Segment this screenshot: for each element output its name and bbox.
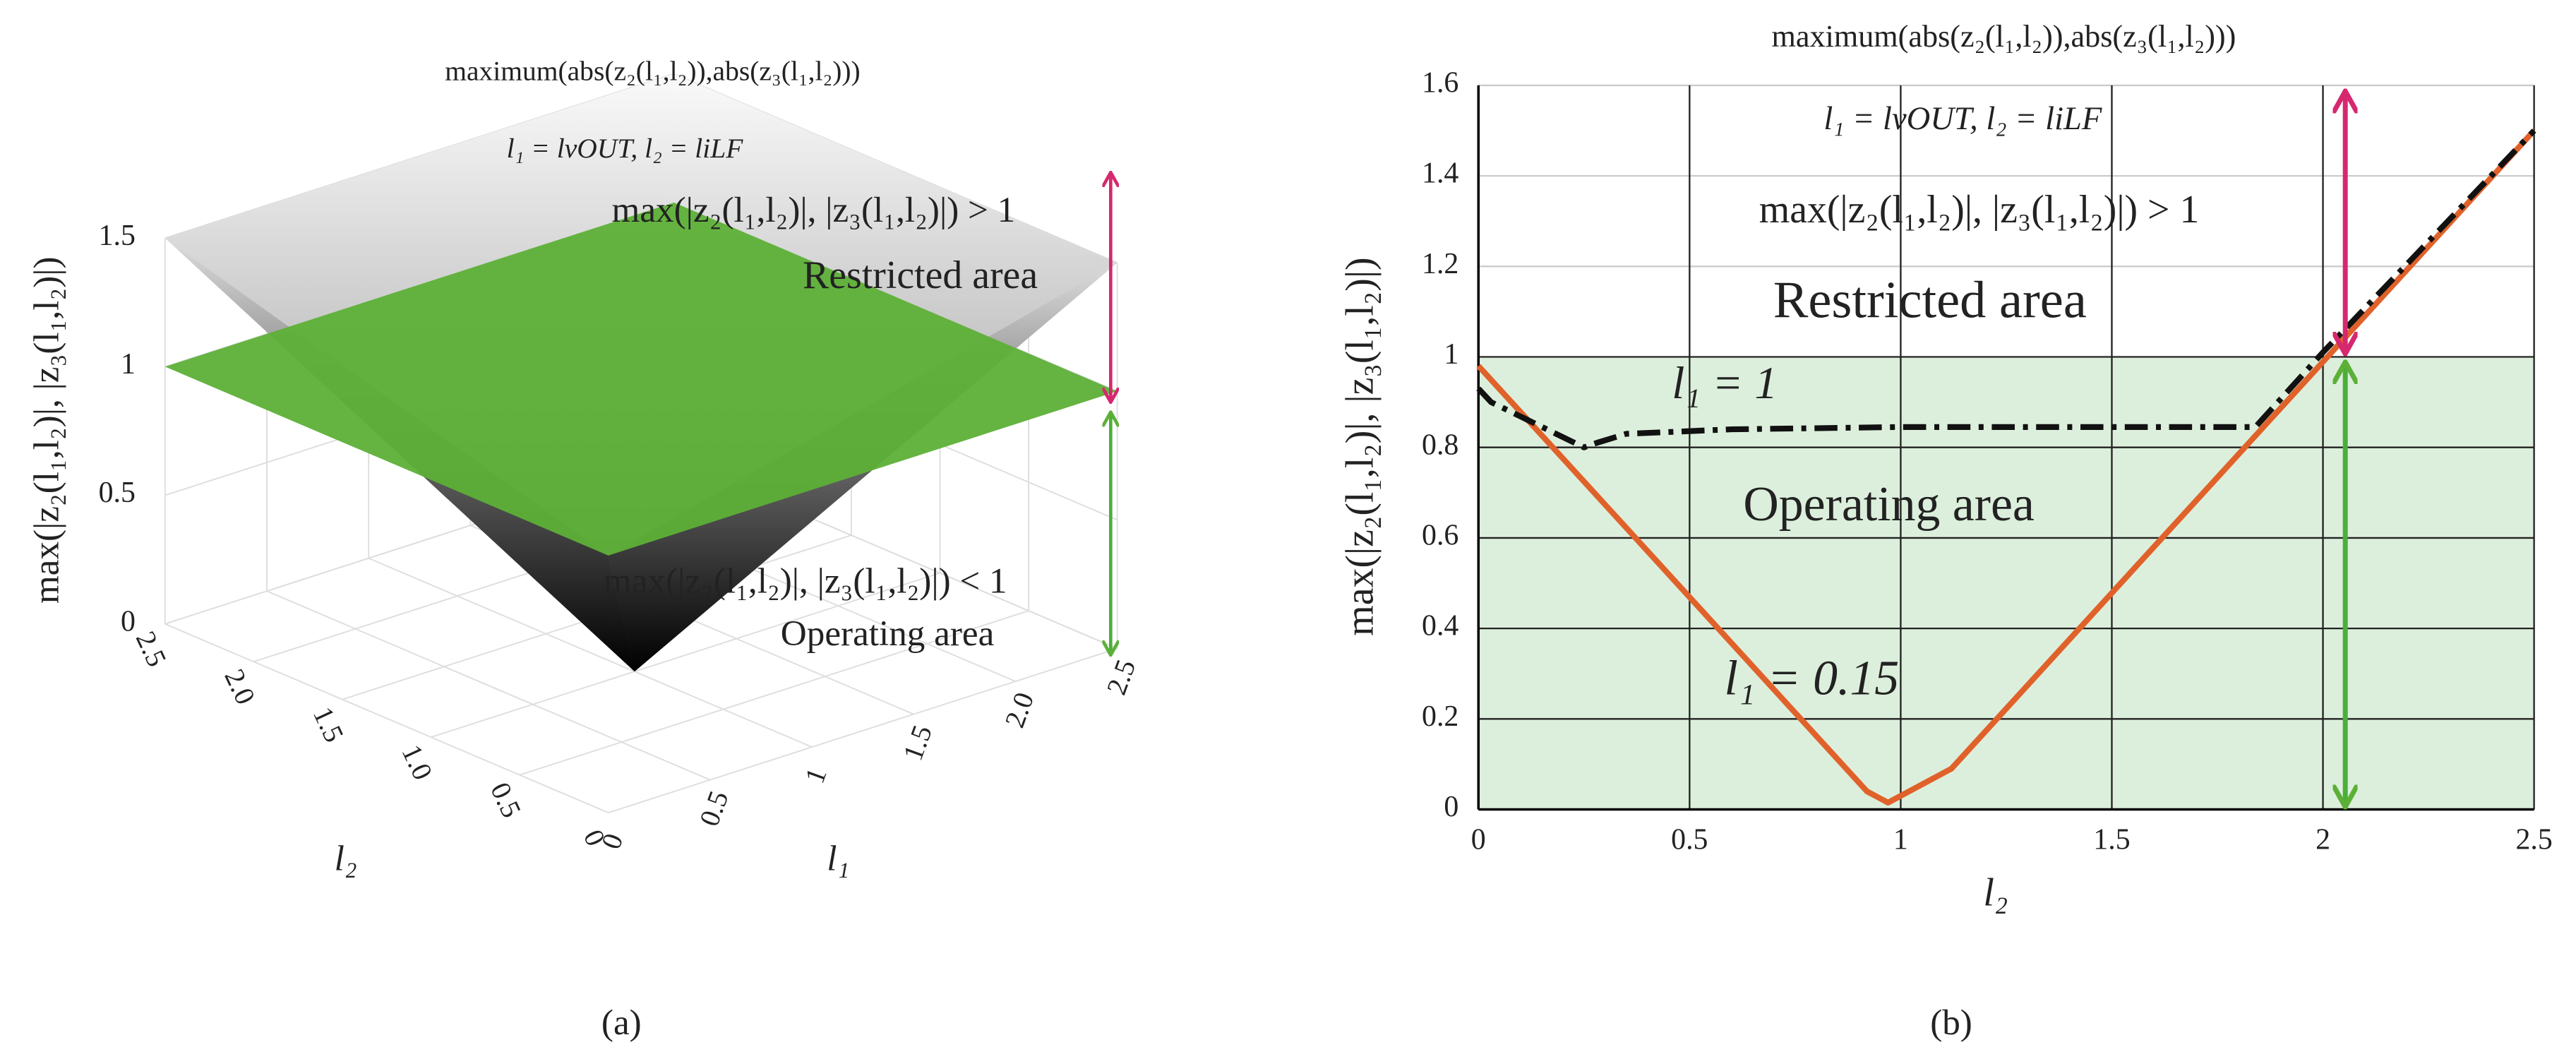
- series-label: l₁ = 0.15: [1725, 651, 1900, 705]
- x-tick-label: 2.5: [1101, 655, 1142, 698]
- chart-subtitle: l₁ = lvOUT, l₂ = liLF: [507, 133, 744, 164]
- annotation: max(|z₂(l₁,l₂)|, |z₃(l₁,l₂)|) < 1: [604, 561, 1007, 602]
- threshold-plane: [164, 202, 1118, 556]
- x-tick-label: 0.5: [1671, 824, 1708, 856]
- x-tick-label: 1.5: [897, 721, 938, 764]
- y-tick-label: 2.0: [218, 664, 261, 709]
- annotation: Restricted area: [1773, 272, 2087, 330]
- floor-grid-line: [608, 647, 1118, 814]
- y-axis-label: max(|z₂(l₁,l₂)|, |z₃(l₁,l₂)|): [1338, 257, 1382, 635]
- y-tick-label: 1: [1444, 338, 1458, 371]
- floor-grid-line: [266, 590, 711, 781]
- panel-b: 0 0.2 0.4 0.6 0.8 1 1.2 1.4 1.6 0 0.5 1 1.5 2 2.5 l₁ = …: [1338, 19, 2552, 1043]
- x-tick-label: 2.5: [2515, 824, 2552, 856]
- y-tick-label: 0.4: [1422, 610, 1458, 642]
- chart-title: maximum(abs(z₂(l₁,l₂)),abs(z₃(l₁,l₂))): [1772, 19, 2236, 54]
- y-axis-label: l₂: [335, 839, 357, 879]
- series-line: [1476, 128, 2536, 450]
- x-tick-label: 0: [1471, 824, 1486, 856]
- floor-grid-line: [431, 572, 940, 738]
- y-tick-label: 2.5: [130, 627, 173, 671]
- z-tick-label: 0: [121, 605, 136, 638]
- y-tick-label: 1.5: [307, 702, 350, 747]
- x-tick-label: 2: [2316, 824, 2330, 856]
- annotation: Operating area: [1743, 477, 2034, 532]
- y-tick-label: 1.6: [1422, 67, 1458, 100]
- x-tick-label: 1: [799, 764, 833, 788]
- chart-title: maximum(abs(z₂(l₁,l₂)),abs(z₃(l₁,l₂))): [445, 56, 860, 87]
- y-tick-label: 0.8: [1422, 429, 1458, 461]
- y-tick-label: 0: [1444, 791, 1458, 823]
- x-axis-label: l₁: [827, 839, 849, 879]
- y-tick-label: 0.2: [1422, 700, 1458, 733]
- annotation: Operating area: [781, 614, 995, 654]
- x-tick-label: 0.5: [693, 786, 734, 830]
- series-label: l₁ = 1: [1672, 358, 1778, 409]
- floor-grid-line: [519, 610, 1029, 776]
- z-tick-label: 1.5: [99, 220, 136, 252]
- panel-label: (b): [1930, 1003, 1972, 1043]
- series-line: [1476, 128, 2536, 806]
- floor-grid-line: [164, 623, 609, 814]
- y-tick-label: 1.0: [395, 740, 438, 784]
- y-tick-label: 1.4: [1422, 157, 1458, 190]
- x-tick-label: 2.0: [999, 688, 1040, 731]
- y-tick-label: 0.6: [1422, 520, 1458, 552]
- z-tick-label: 0.5: [99, 477, 136, 509]
- panel-a: 00.511.52.02.500.51.01.52.02.500.511.5ma…: [27, 56, 1142, 1043]
- panel-label: (a): [601, 1003, 642, 1043]
- annotation: max(|z₂(l₁,l₂)|, |z₃(l₁,l₂)|) > 1: [612, 190, 1016, 230]
- annotation: Restricted area: [803, 253, 1038, 297]
- annotation: max(|z₂(l₁,l₂)|, |z₃(l₁,l₂)|) > 1: [1759, 188, 2200, 232]
- x-tick-label: 1: [1893, 824, 1908, 856]
- floor-grid-line: [368, 557, 813, 748]
- y-tick-label: 0.5: [484, 778, 527, 822]
- y-tick-label: 1.2: [1422, 248, 1458, 280]
- z-axis-label: max(|z₂(l₁,l₂)|, |z₃(l₁,l₂)|): [27, 256, 67, 604]
- z-tick-label: 1: [121, 348, 136, 381]
- x-axis-label: l₂: [1983, 871, 2008, 915]
- chart-subtitle: l₁ = lvOUT, l₂ = liLF: [1823, 101, 2102, 137]
- x-tick-label: 1.5: [2093, 824, 2130, 856]
